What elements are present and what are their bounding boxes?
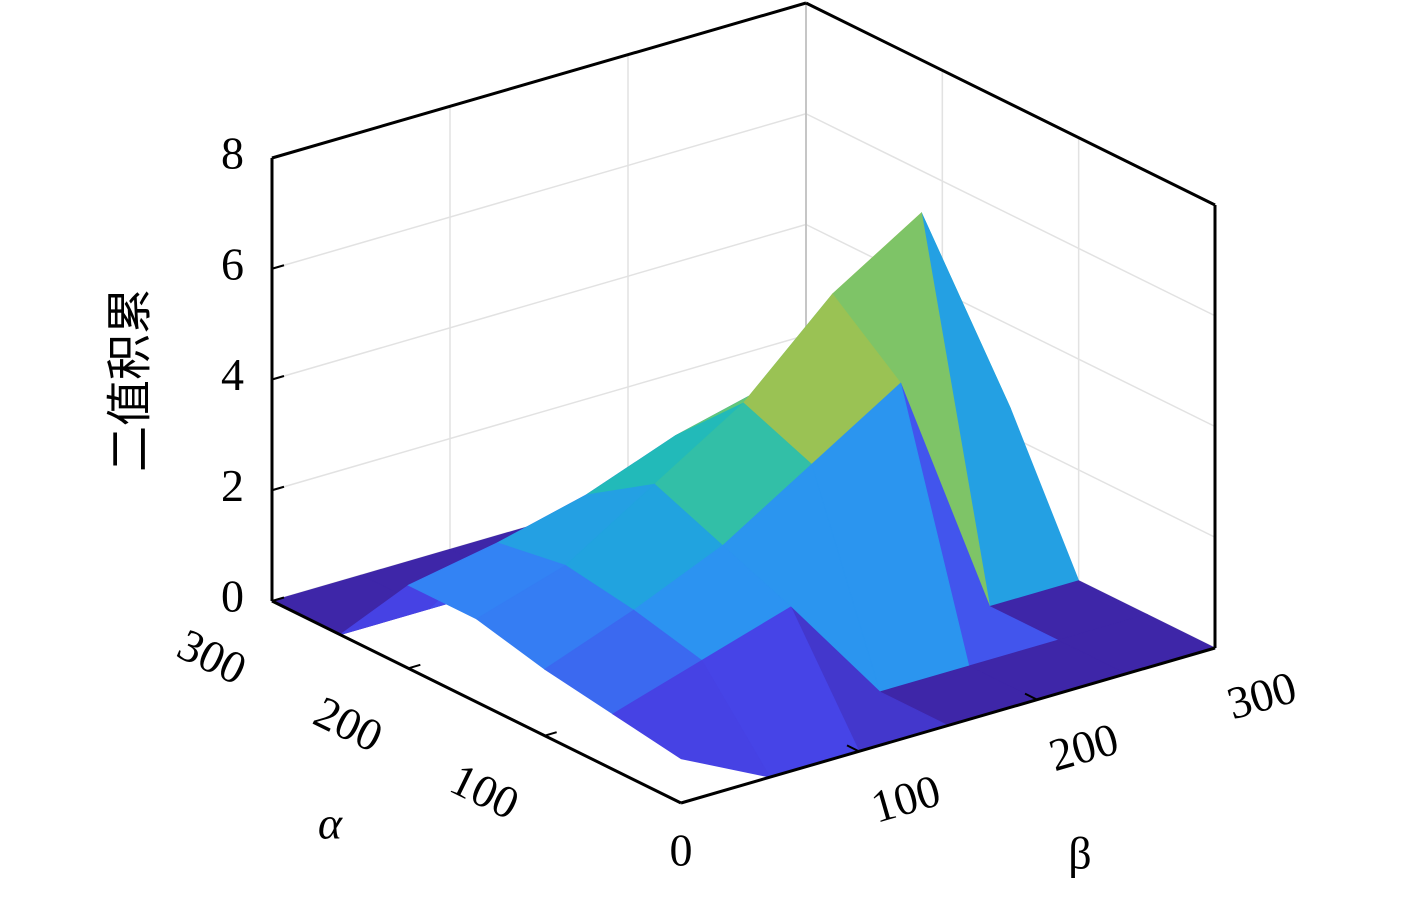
box-edge <box>680 646 1216 805</box>
y-tick-label: 200 <box>1043 713 1123 781</box>
x-tick-label: 200 <box>306 686 390 762</box>
tick <box>544 731 557 737</box>
tick <box>1024 692 1038 701</box>
tick <box>846 744 860 753</box>
z-tick-label: 8 <box>221 128 244 179</box>
grid-line <box>805 113 1216 317</box>
surface-cell <box>612 659 771 778</box>
x-axis-label: α <box>318 798 343 849</box>
grid-line <box>271 113 807 270</box>
z-tick-label: 6 <box>221 238 244 289</box>
tick <box>271 485 285 492</box>
y-axis-label: β <box>1068 828 1091 879</box>
z-tick-label: 0 <box>221 571 244 622</box>
tick <box>271 375 285 381</box>
grid-line <box>271 223 807 381</box>
z-axis-label: 二值积累 <box>105 288 156 472</box>
tick <box>271 264 285 270</box>
tick <box>271 153 285 159</box>
x-tick-label: 0 <box>670 825 693 876</box>
y-tick-label: 100 <box>865 765 945 833</box>
tick <box>271 596 285 602</box>
tick <box>408 663 421 670</box>
box-edge <box>805 1 1216 207</box>
x-tick-label: 100 <box>443 753 527 829</box>
y-tick-label: 300 <box>1221 661 1301 729</box>
x-tick-label: 300 <box>170 619 254 695</box>
z-tick-label: 2 <box>221 460 244 511</box>
z-tick-label: 4 <box>221 349 244 400</box>
grid-line <box>271 334 807 491</box>
box-edge <box>271 1 807 160</box>
box-edge <box>271 599 682 805</box>
